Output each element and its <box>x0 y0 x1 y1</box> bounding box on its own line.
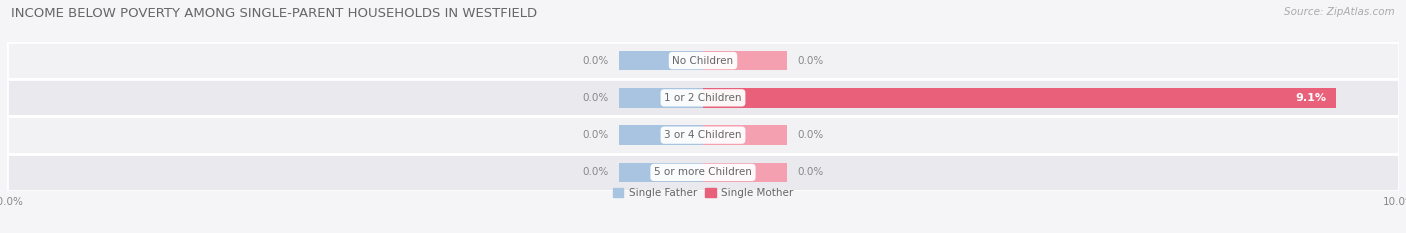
Bar <box>620 163 703 182</box>
Bar <box>7 154 1399 191</box>
Text: 0.0%: 0.0% <box>797 130 823 140</box>
Text: 0.0%: 0.0% <box>583 93 609 103</box>
Legend: Single Father, Single Mother: Single Father, Single Mother <box>613 188 793 198</box>
Bar <box>7 79 1399 116</box>
Text: 3 or 4 Children: 3 or 4 Children <box>664 130 742 140</box>
Text: 0.0%: 0.0% <box>583 168 609 177</box>
Bar <box>7 116 1399 154</box>
Text: 0.0%: 0.0% <box>797 56 823 65</box>
Text: 0.0%: 0.0% <box>797 168 823 177</box>
Bar <box>620 51 703 70</box>
Bar <box>620 88 703 108</box>
Bar <box>7 42 1399 79</box>
Text: 1 or 2 Children: 1 or 2 Children <box>664 93 742 103</box>
Text: 9.1%: 9.1% <box>1295 93 1326 103</box>
Bar <box>703 163 786 182</box>
Text: 5 or more Children: 5 or more Children <box>654 168 752 177</box>
Text: 0.0%: 0.0% <box>583 130 609 140</box>
Bar <box>703 125 786 145</box>
Bar <box>703 51 786 70</box>
Text: INCOME BELOW POVERTY AMONG SINGLE-PARENT HOUSEHOLDS IN WESTFIELD: INCOME BELOW POVERTY AMONG SINGLE-PARENT… <box>11 7 537 20</box>
Bar <box>703 88 1336 108</box>
Text: 0.0%: 0.0% <box>583 56 609 65</box>
Text: No Children: No Children <box>672 56 734 65</box>
Bar <box>620 125 703 145</box>
Text: Source: ZipAtlas.com: Source: ZipAtlas.com <box>1284 7 1395 17</box>
